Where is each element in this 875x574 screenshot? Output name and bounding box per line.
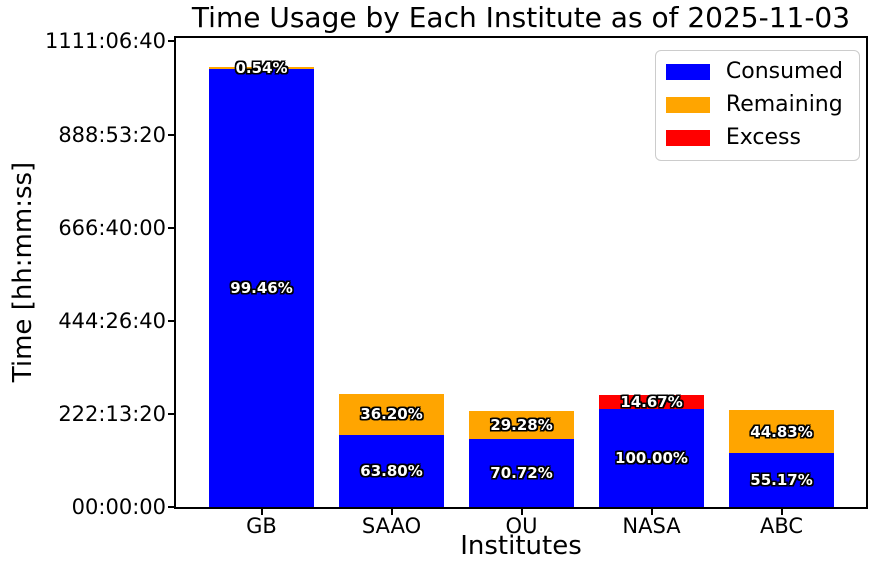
y-tick-mark xyxy=(168,226,174,229)
x-tick-label-saao: SAAO xyxy=(361,514,422,538)
bar-segment-nasa-consumed xyxy=(599,409,704,507)
plot-area: Consumed Remaining Excess 99.46% 0.54% 63.… xyxy=(174,36,868,509)
bar-percent-label: 14.67% xyxy=(620,393,683,412)
bar-segment-ou-remaining xyxy=(469,410,574,439)
bar-segment-gb-remaining xyxy=(209,67,314,70)
bar-percent-label: 100.00% xyxy=(615,449,688,468)
x-tick-mark xyxy=(390,509,393,515)
y-tick-label: 222:13:20 xyxy=(58,401,166,426)
bar-segment-gb-consumed xyxy=(209,69,314,507)
bar-segment-abc-remaining xyxy=(729,409,834,454)
bar-segment-saao-remaining xyxy=(339,393,444,435)
y-tick-label: 444:26:40 xyxy=(58,308,166,333)
bar-percent-label: 36.20% xyxy=(360,405,423,424)
bar-percent-label: 55.17% xyxy=(750,471,813,490)
bar-segment-abc-consumed xyxy=(729,453,834,507)
legend-item-excess: Excess xyxy=(665,125,843,150)
x-tick-label-abc: ABC xyxy=(759,514,804,538)
legend-item-consumed: Consumed xyxy=(665,59,843,84)
bar-segment-ou-consumed xyxy=(469,438,574,507)
x-tick-mark xyxy=(780,509,783,515)
x-axis-label: Institutes xyxy=(460,531,582,561)
x-tick-label-gb: GB xyxy=(246,514,277,538)
legend-swatch-remaining xyxy=(665,96,710,113)
x-tick-mark xyxy=(260,509,263,515)
y-tick-mark xyxy=(168,133,174,136)
legend-swatch-consumed xyxy=(665,63,710,80)
bar-percent-label: 44.83% xyxy=(750,422,813,441)
bar-percent-label: 29.28% xyxy=(490,415,553,434)
y-tick-label: 1111:06:40 xyxy=(44,29,166,54)
y-tick-label: 00:00:00 xyxy=(71,495,166,519)
y-axis-label: Time [hh:mm:ss] xyxy=(8,161,38,383)
x-tick-mark xyxy=(650,509,653,515)
x-tick-mark xyxy=(520,509,523,515)
bar-percent-label: 0.54% xyxy=(235,59,288,78)
x-tick-label-nasa: NASA xyxy=(622,514,681,538)
y-tick-mark xyxy=(168,412,174,415)
y-tick-label: 888:53:20 xyxy=(58,122,166,147)
legend-item-remaining: Remaining xyxy=(665,92,843,117)
chart-title: Time Usage by Each Institute as of 2025-… xyxy=(191,1,851,34)
y-tick-mark xyxy=(168,319,174,322)
legend: Consumed Remaining Excess xyxy=(654,50,860,161)
bar-percent-label: 63.80% xyxy=(360,461,423,480)
bar-percent-label: 70.72% xyxy=(490,463,553,482)
y-tick-label: 666:40:00 xyxy=(58,215,166,240)
bar-segment-nasa-excess xyxy=(599,394,704,410)
y-tick-mark xyxy=(168,40,174,43)
x-tick-label-ou: OU xyxy=(505,514,538,538)
legend-label: Remaining xyxy=(725,92,843,117)
legend-label: Excess xyxy=(725,125,801,150)
bar-percent-label: 99.46% xyxy=(230,279,293,298)
legend-label: Consumed xyxy=(725,59,843,84)
bar-segment-saao-consumed xyxy=(339,434,444,507)
legend-swatch-excess xyxy=(665,129,710,146)
y-tick-mark xyxy=(168,506,174,508)
